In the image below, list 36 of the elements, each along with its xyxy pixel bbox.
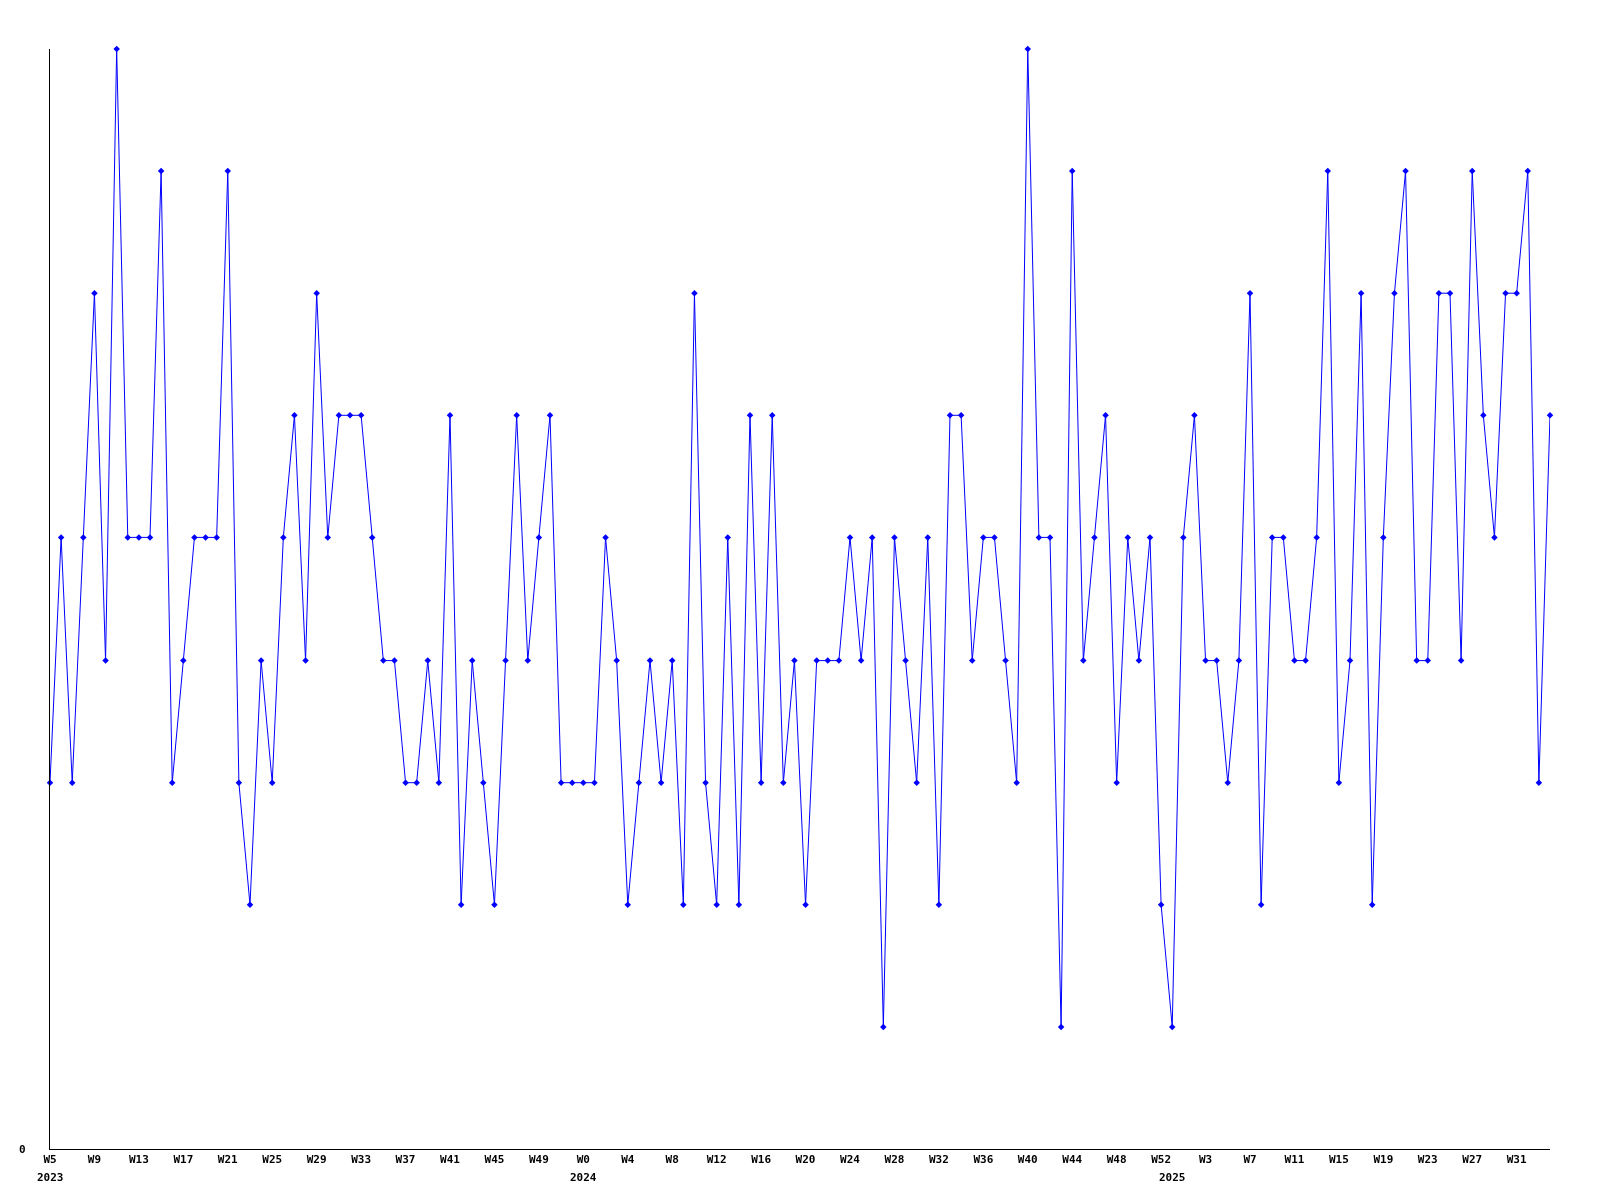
x-tick-label: W21 [217,1153,239,1167]
text: 0 [19,1143,26,1156]
x-tick-label: W40 [1017,1153,1038,1167]
x-tick-label: W11 [1284,1153,1305,1167]
x-tick-label: W7 [1243,1153,1257,1167]
x-tick-label: W3 [1198,1153,1213,1167]
x-tick-label: W37 [395,1153,416,1167]
x-tick-label: W41 [440,1153,461,1167]
x-tick-label: W19 [1373,1153,1394,1167]
x-tick-label: W8 [665,1153,679,1167]
x-tick-label: W32 [928,1153,949,1167]
x-tick-label: W44 [1062,1153,1083,1167]
x-tick-label: W49 [528,1153,549,1167]
category-label: W5 2023 [37,1153,64,1184]
category-label: W0 2024 [570,1153,597,1184]
x-tick-label: W31 [1506,1153,1527,1167]
x-tick-label: W16 [751,1153,772,1167]
x-tick-label: W25 [262,1153,283,1167]
x-tick-label: W15 [1328,1153,1349,1167]
x-tick-label: W9 [87,1153,102,1167]
x-tick-label: W12 [706,1153,727,1167]
x-tick-label: W48 [1106,1153,1127,1167]
x-tick-label: W28 [884,1153,905,1167]
x-tick-label: W27 [1462,1153,1483,1167]
x-tick-label: W23 [1417,1153,1438,1167]
x-tick-label: W24 [840,1153,861,1167]
x-tick-label: W29 [306,1153,327,1167]
x-tick-label: W4 [621,1153,635,1167]
x-tick-label: W45 [484,1153,505,1167]
x-tick-label: 2025 [1159,1171,1186,1184]
x-tick-label: W17 [173,1153,194,1167]
x-tick-label: W33 [351,1153,372,1167]
x-tick-label: W20 [795,1153,816,1167]
x-tick-label: W13 [128,1153,149,1167]
x-tick-label: W36 [973,1153,994,1167]
x-tick-label: W52 [1151,1153,1172,1167]
